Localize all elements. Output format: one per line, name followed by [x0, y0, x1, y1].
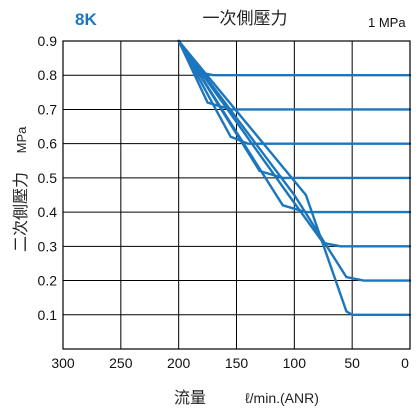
y-tick-label: 0.7: [38, 101, 58, 117]
y-tick-label: 0.5: [38, 170, 58, 186]
series-line-8: [177, 39, 412, 77]
x-tick-label: 250: [109, 355, 133, 371]
series-layer: [177, 39, 412, 316]
x-tick-label: 100: [283, 355, 307, 371]
grid-layer: [62, 40, 411, 349]
y-tick-label: 0.1: [38, 307, 58, 323]
plot-frame: [62, 40, 411, 350]
inlet-pressure-label: 1 MPa: [368, 15, 406, 30]
series-line-7: [177, 39, 412, 111]
y-tick-label: 0.8: [38, 67, 58, 83]
y-tick-label: 0.9: [38, 33, 58, 49]
x-tick-label: 300: [51, 355, 75, 371]
x-tick-label: 150: [225, 355, 249, 371]
y-tick-label: 0.6: [38, 136, 58, 152]
x-tick-label: 200: [167, 355, 191, 371]
series-line-6: [177, 39, 412, 145]
y-tick-label: 0.4: [38, 204, 58, 220]
y-tick-label: 0.2: [38, 273, 58, 289]
x-axis-unit: ℓ/min.(ANR): [245, 390, 319, 406]
tick-layer: 0.1 0.2 0.3 0.4 0.5 0.6 0.7 0.8 0.9 300 250 200 150 1…: [38, 33, 410, 371]
y-tick-label: 0.3: [38, 238, 58, 254]
y-axis-unit: MPa: [14, 126, 29, 154]
y-axis-label: 二次側壓力: [11, 172, 30, 252]
chart-title: 一次側壓力: [203, 9, 288, 29]
x-tick-label: 50: [344, 355, 360, 371]
x-tick-label: 0: [401, 355, 409, 371]
x-axis-label: 流量: [174, 388, 206, 407]
model-label: 8K: [75, 10, 97, 29]
